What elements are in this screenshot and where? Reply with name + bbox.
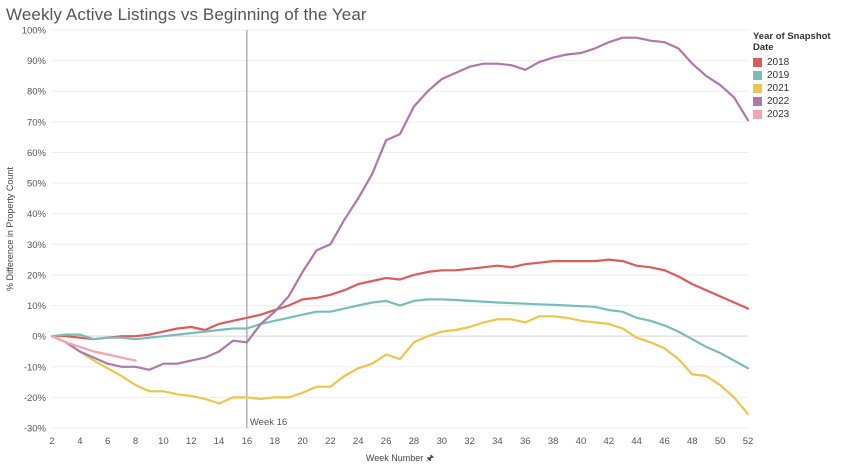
legend-swatch: [753, 110, 762, 119]
y-axis-title-wrap: % Difference in Property Count: [3, 30, 17, 428]
y-tick-label: -30%: [24, 424, 47, 435]
x-tick-label: 26: [381, 436, 392, 447]
y-tick-label: 70%: [27, 117, 47, 128]
y-tick-label: 50%: [27, 179, 47, 190]
x-tick-label: 22: [325, 436, 336, 447]
x-tick-label: 38: [548, 436, 559, 447]
y-tick-label: 40%: [27, 209, 47, 220]
x-tick-label: 18: [269, 436, 280, 447]
y-tick-label: 60%: [27, 148, 47, 159]
x-tick-label: 20: [297, 436, 308, 447]
y-tick-label: 20%: [27, 270, 47, 281]
legend-label: 2022: [767, 96, 790, 107]
x-tick-label: 30: [436, 436, 447, 447]
x-tick-label: 46: [659, 436, 670, 447]
legend: Year of Snapshot Date 2018 2019 2021 202…: [753, 31, 851, 121]
series-line-2022: [50, 36, 750, 371]
series-line-2019: [50, 298, 750, 370]
x-tick-label: 50: [715, 436, 726, 447]
x-tick-label: 40: [576, 436, 587, 447]
x-tick-label: 44: [631, 436, 642, 447]
y-tick-label: 30%: [27, 240, 47, 251]
x-tick-label: 10: [158, 436, 169, 447]
x-tick-label: 42: [604, 436, 615, 447]
legend-item-2022[interactable]: 2022: [753, 95, 851, 108]
legend-item-2021[interactable]: 2021: [753, 82, 851, 95]
legend-swatch: [753, 58, 762, 67]
y-tick-label: 90%: [27, 56, 47, 67]
series-line-2023: [50, 335, 137, 362]
x-tick-label: 24: [353, 436, 364, 447]
x-axis-title: Week Number 🖈: [52, 451, 748, 467]
legend-label: 2021: [767, 83, 790, 94]
x-axis-title-text: Week Number: [365, 453, 424, 463]
x-tick-label: 2: [49, 436, 54, 447]
x-tick-label: 14: [214, 436, 225, 447]
legend-swatch: [753, 84, 762, 93]
x-tick-label: 12: [186, 436, 197, 447]
chart-title: Weekly Active Listings vs Beginning of t…: [6, 5, 367, 24]
legend-item-2019[interactable]: 2019: [753, 69, 851, 82]
x-tick-label: 16: [242, 436, 253, 447]
x-tick-label: 8: [133, 436, 138, 447]
reference-line-label: Week 16: [250, 417, 287, 428]
x-tick-label: 36: [520, 436, 531, 447]
legend-item-2023[interactable]: 2023: [753, 108, 851, 121]
x-tick-label: 32: [464, 436, 475, 447]
legend-swatch: [753, 97, 762, 106]
pin-icon: 🖈: [425, 453, 435, 463]
x-tick-label: 52: [743, 436, 754, 447]
series-line-2021: [50, 315, 750, 416]
x-tick-label: 48: [687, 436, 698, 447]
y-tick-label: 100%: [22, 26, 47, 37]
x-tick-label: 34: [492, 436, 503, 447]
y-tick-label: 0%: [32, 332, 46, 343]
y-tick-label: -10%: [24, 362, 47, 373]
x-tick-label: 28: [409, 436, 420, 447]
y-axis-title: % Difference in Property Count: [5, 167, 15, 291]
legend-item-2018[interactable]: 2018: [753, 56, 851, 69]
series-line-2018: [50, 258, 750, 341]
y-tick-label: 80%: [27, 87, 47, 98]
y-tick-label: 10%: [27, 301, 47, 312]
legend-label: 2019: [767, 70, 790, 81]
y-tick-label: -20%: [24, 393, 47, 404]
legend-swatch: [753, 71, 762, 80]
legend-label: 2018: [767, 57, 790, 68]
x-tick-label: 4: [77, 436, 82, 447]
legend-title: Year of Snapshot Date: [753, 31, 831, 53]
legend-label: 2023: [767, 109, 790, 120]
x-tick-label: 6: [105, 436, 110, 447]
